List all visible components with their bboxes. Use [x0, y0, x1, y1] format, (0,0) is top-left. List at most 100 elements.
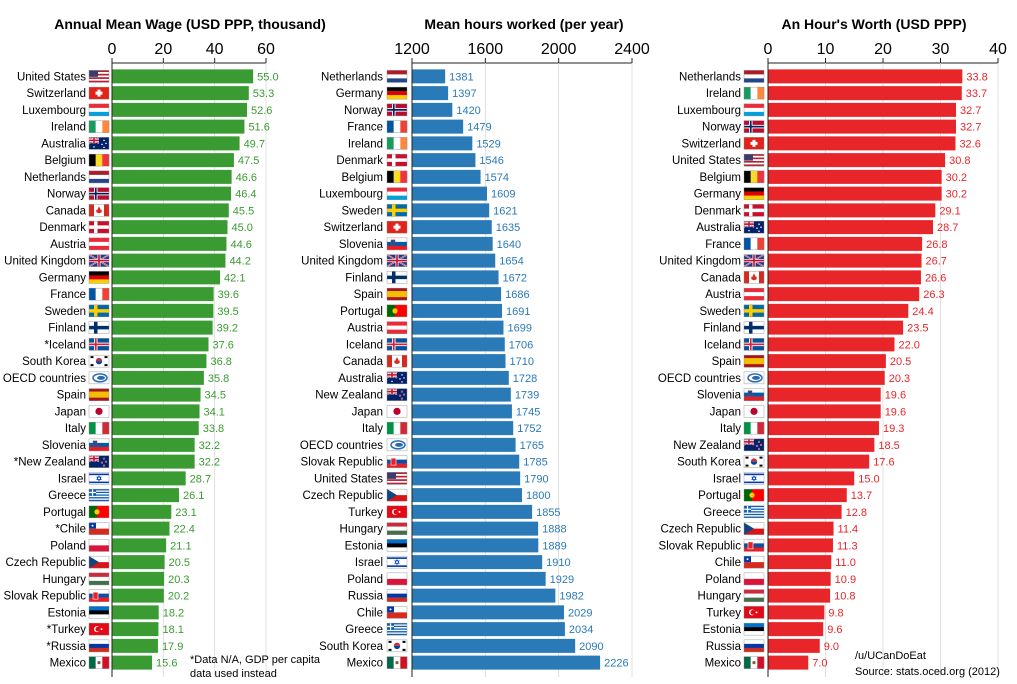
category-label-wage: Norway — [47, 189, 86, 201]
value-label-hours: 2029 — [568, 607, 592, 619]
czech-flag-icon — [386, 488, 408, 502]
value-label-hours: 1739 — [515, 390, 539, 402]
value-label-hours: 1888 — [542, 524, 566, 536]
category-label-hours: Slovak Republic — [301, 457, 384, 469]
italy-flag-icon — [743, 421, 765, 435]
value-label-wage: 39.5 — [217, 306, 238, 318]
chile-flag-icon — [386, 606, 408, 619]
bar-wage — [112, 320, 213, 335]
australia-flag-icon — [743, 220, 765, 234]
value-label-hourly: 23.5 — [907, 323, 928, 335]
category-label-hours: France — [347, 122, 383, 134]
category-label-wage: Slovenia — [42, 440, 87, 452]
value-label-wage: 34.1 — [204, 406, 225, 418]
germany-flag-icon — [88, 271, 110, 284]
category-label-hourly: Canada — [701, 272, 742, 284]
value-label-hours: 1785 — [523, 457, 547, 469]
new-zealand-flag-icon — [88, 455, 110, 468]
value-label-hourly: 32.7 — [960, 105, 981, 117]
japan-flag-icon — [743, 405, 765, 418]
x-tick-label-hours: 1200 — [394, 41, 430, 58]
bar-wage — [112, 136, 240, 151]
category-label-hours: OECD countries — [300, 440, 383, 452]
oecd-logo-icon — [743, 371, 765, 385]
bar-hourly — [768, 337, 895, 352]
greece-flag-icon — [88, 488, 110, 502]
chart-title-hours: Mean hours worked (per year) — [424, 16, 623, 32]
category-label-hourly: Italy — [720, 423, 741, 435]
spain-flag-icon — [743, 354, 765, 368]
bar-hourly — [768, 370, 885, 385]
value-label-hours: 2034 — [569, 624, 593, 636]
australia-flag-icon — [88, 136, 110, 150]
norway-flag-icon — [88, 187, 110, 200]
value-label-hours: 1640 — [497, 239, 521, 251]
bar-wage — [112, 638, 158, 653]
category-label-wage: Finland — [48, 323, 86, 335]
bar-hours — [412, 521, 539, 536]
category-label-wage: Japan — [55, 406, 86, 418]
value-label-hours: 1706 — [509, 339, 533, 351]
value-label-hours: 1397 — [452, 88, 476, 100]
bar-wage — [112, 337, 209, 352]
category-label-hourly: New Zealand — [673, 440, 741, 452]
japan-flag-icon — [88, 405, 110, 418]
bar-wage — [112, 86, 249, 101]
bar-wage — [112, 555, 165, 570]
category-label-wage: Luxembourg — [22, 105, 86, 117]
value-label-hourly: 11.3 — [837, 540, 858, 552]
credit-text: /u/UCanDoEat — [855, 650, 926, 662]
value-label-wage: 46.4 — [235, 189, 256, 201]
value-label-hours: 1699 — [507, 323, 531, 335]
category-label-hourly: United States — [672, 155, 741, 167]
portugal-flag-icon — [386, 304, 408, 318]
bar-hours — [412, 136, 473, 151]
bar-wage — [112, 504, 172, 519]
footnote-line1: *Data N/A, GDP per capita — [190, 654, 321, 666]
value-label-hours: 1765 — [520, 440, 544, 452]
value-label-hourly: 13.7 — [851, 490, 872, 502]
bar-wage — [112, 521, 170, 536]
category-label-wage: France — [50, 289, 86, 301]
bar-wage — [112, 454, 195, 469]
value-label-hourly: 10.8 — [834, 591, 855, 603]
bar-hours — [412, 588, 556, 603]
iceland-flag-icon — [386, 338, 408, 351]
category-label-wage: United Kingdom — [4, 256, 86, 268]
bar-hourly — [768, 354, 886, 369]
oecd-logo-icon — [88, 371, 110, 385]
bar-hourly — [768, 538, 833, 553]
category-label-hourly: Poland — [705, 574, 741, 586]
value-label-wage: 35.8 — [208, 373, 229, 385]
value-label-hours: 1621 — [493, 205, 517, 217]
canada-flag-icon — [743, 271, 765, 284]
ireland-flag-icon — [386, 137, 408, 150]
bar-hours — [412, 354, 506, 369]
category-label-hourly: Russia — [706, 641, 742, 653]
category-label-hourly: Mexico — [705, 658, 741, 670]
value-label-wage: 15.6 — [156, 658, 177, 670]
category-label-hourly: Czech Republic — [660, 524, 741, 536]
bar-hourly — [768, 555, 832, 570]
poland-flag-icon — [88, 539, 110, 552]
spain-flag-icon — [386, 287, 408, 301]
value-label-hours: 1728 — [513, 373, 537, 385]
bar-wage — [112, 303, 214, 318]
value-label-hours: 1686 — [505, 289, 529, 301]
category-label-wage: South Korea — [22, 356, 87, 368]
category-label-wage: Israel — [58, 473, 86, 485]
category-label-wage: Austria — [50, 239, 86, 251]
category-label-hourly: Spain — [712, 356, 741, 368]
new-zealand-flag-icon — [386, 388, 408, 401]
category-label-hourly: France — [705, 239, 741, 251]
footnotes: *Data N/A, GDP per capita data used inst… — [190, 650, 1000, 680]
value-label-wage: 45.5 — [233, 205, 254, 217]
category-label-hourly: Germany — [694, 189, 742, 201]
category-label-hourly: Slovak Republic — [659, 540, 742, 552]
bar-hours — [412, 220, 492, 235]
bar-hours — [412, 404, 512, 419]
value-label-hourly: 33.8 — [966, 71, 987, 83]
value-label-hourly: 26.8 — [926, 239, 947, 251]
slovakia-flag-icon — [88, 589, 110, 602]
value-label-wage: 20.2 — [168, 591, 189, 603]
